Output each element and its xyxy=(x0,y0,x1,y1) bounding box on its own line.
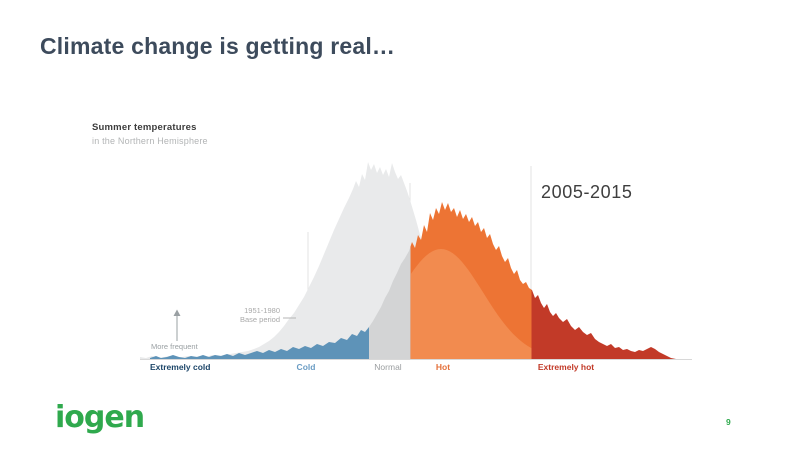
base-period-label: 1951-1980 Base period xyxy=(228,306,280,325)
curve-segment-extremely-hot xyxy=(531,289,676,359)
chart-header: Summer temperatures in the Northern Hemi… xyxy=(92,122,208,147)
curve-segment-normal xyxy=(369,246,411,359)
chart-subtitle: in the Northern Hemisphere xyxy=(92,135,208,146)
smooth-fit-overlay-curve xyxy=(411,249,532,359)
more-frequent-arrow-icon xyxy=(173,309,181,341)
curve-segment-extremely-cold xyxy=(150,346,308,359)
iogen-logo: iogen xyxy=(55,400,145,435)
more-frequent-label: More frequent xyxy=(151,342,198,351)
base-period-years: 1951-1980 xyxy=(244,306,280,315)
base-period-caption: Base period xyxy=(239,315,280,325)
page-title: Climate change is getting real… xyxy=(40,33,396,59)
chart-title: Summer temperatures xyxy=(92,122,197,133)
curve-segment-cold xyxy=(308,327,369,359)
period-label-2005-2015: 2005-2015 xyxy=(541,182,633,202)
page-number: 9 xyxy=(726,417,731,427)
